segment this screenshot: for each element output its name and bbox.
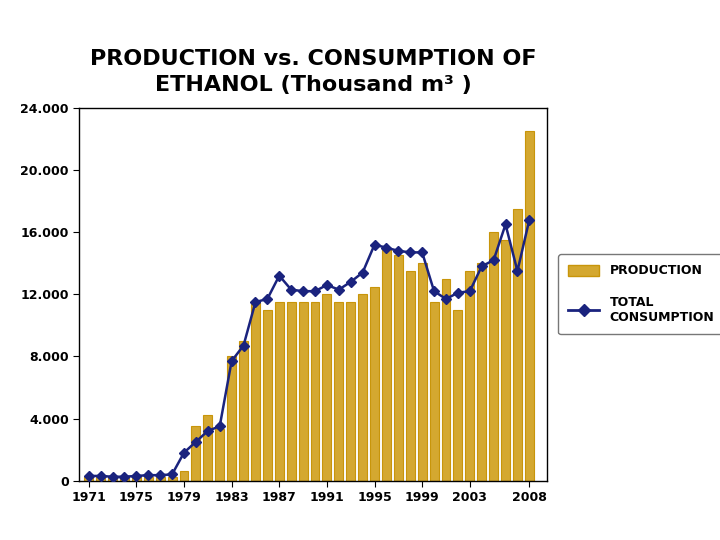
Bar (228, 356, 236, 481)
Bar (120, 477, 129, 481)
Bar (179, 471, 189, 481)
Bar (132, 477, 141, 481)
Bar (251, 302, 260, 481)
Bar (418, 263, 427, 481)
Bar (525, 131, 534, 481)
Bar (346, 302, 355, 481)
Bar (144, 477, 153, 481)
Bar (358, 294, 367, 481)
Bar (215, 429, 224, 481)
Bar (465, 271, 474, 481)
Bar (370, 287, 379, 481)
Bar (168, 477, 176, 481)
Bar (287, 302, 296, 481)
Bar (501, 240, 510, 481)
Bar (310, 302, 320, 481)
Bar (454, 310, 462, 481)
Title: PRODUCTION vs. CONSUMPTION OF
ETHANOL (Thousand m³ ): PRODUCTION vs. CONSUMPTION OF ETHANOL (T… (90, 49, 536, 96)
Bar (394, 255, 402, 481)
Bar (382, 248, 391, 481)
Legend: PRODUCTION, TOTAL
CONSUMPTION: PRODUCTION, TOTAL CONSUMPTION (558, 254, 720, 334)
Bar (192, 426, 200, 481)
Bar (263, 310, 272, 481)
Bar (513, 209, 522, 481)
Bar (430, 302, 438, 481)
Bar (441, 279, 451, 481)
Bar (299, 302, 307, 481)
Bar (239, 341, 248, 481)
Bar (477, 263, 486, 481)
Bar (96, 477, 105, 481)
Bar (334, 302, 343, 481)
Bar (406, 271, 415, 481)
Bar (323, 294, 331, 481)
Bar (156, 477, 165, 481)
Bar (275, 302, 284, 481)
Bar (203, 415, 212, 481)
Bar (108, 477, 117, 481)
Bar (489, 232, 498, 481)
Bar (84, 477, 93, 481)
